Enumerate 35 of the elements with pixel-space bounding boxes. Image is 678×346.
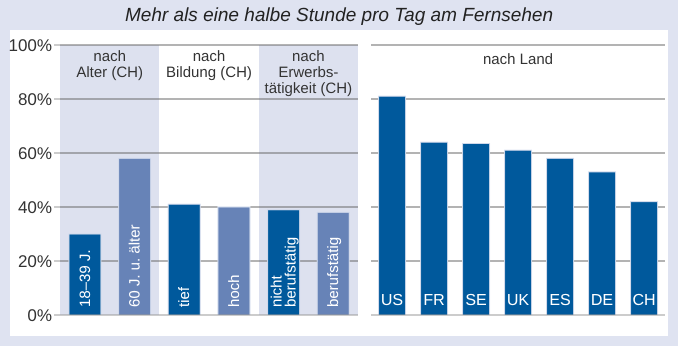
bar — [546, 158, 574, 315]
x-tick-label: UK — [506, 292, 530, 309]
x-tick-label: hoch — [226, 274, 243, 307]
y-tick-label: 100% — [8, 36, 52, 56]
y-tick-label: 0% — [27, 306, 52, 326]
x-tick-label: SE — [465, 292, 487, 309]
bar — [504, 150, 532, 315]
bar — [217, 206, 250, 315]
bar — [378, 96, 406, 315]
band-label: nach Bildung (CH) — [165, 48, 253, 81]
y-tick-label: 80% — [18, 90, 52, 110]
x-tick-label: DE — [590, 292, 614, 309]
x-tick-label: berufstätig — [325, 236, 342, 307]
x-tick-label: nicht berufstätig — [268, 236, 300, 307]
bar — [588, 171, 616, 315]
y-tick-label: 40% — [18, 198, 52, 218]
bar — [420, 142, 448, 315]
band-label: nach Alter (CH) — [75, 48, 144, 81]
y-tick-label: 20% — [18, 252, 52, 272]
x-tick-label: ES — [549, 292, 571, 309]
bar — [68, 234, 102, 315]
y-tick-label: 60% — [18, 144, 52, 164]
x-tick-label: 18–39 J. — [76, 249, 94, 307]
x-tick-label: US — [380, 292, 404, 309]
x-tick-label: 60 J. u. älter — [126, 224, 144, 307]
x-tick-label: CH — [632, 292, 656, 309]
band-label: nach Erwerbs- tätigkeit (CH) — [264, 48, 354, 97]
bar — [118, 158, 152, 315]
x-tick-label: FR — [423, 292, 445, 309]
bar — [630, 201, 658, 315]
bar — [462, 143, 490, 315]
bar — [168, 204, 201, 315]
x-tick-label: tief — [176, 286, 194, 307]
chart-title: Mehr als eine halbe Stunde pro Tag am Fernsehen — [124, 5, 554, 27]
chart-title: nach Land — [482, 51, 554, 68]
